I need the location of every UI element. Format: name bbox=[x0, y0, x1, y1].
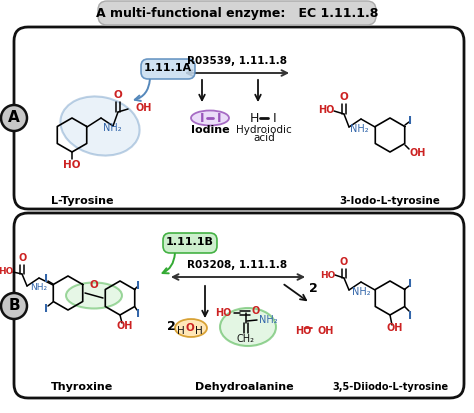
Text: I: I bbox=[44, 304, 48, 314]
Text: H: H bbox=[249, 112, 259, 124]
Text: HO: HO bbox=[63, 160, 81, 170]
Ellipse shape bbox=[66, 282, 122, 309]
Text: I: I bbox=[44, 274, 48, 284]
Text: acid: acid bbox=[253, 133, 275, 143]
Text: I: I bbox=[408, 116, 412, 126]
Text: Iodine: Iodine bbox=[191, 125, 229, 135]
Text: HO: HO bbox=[320, 271, 336, 280]
Text: NH₂: NH₂ bbox=[30, 283, 47, 292]
Text: I: I bbox=[200, 112, 204, 124]
Text: A multi-functional enzyme:   EC 1.11.1.8: A multi-functional enzyme: EC 1.11.1.8 bbox=[96, 7, 378, 19]
Text: O: O bbox=[186, 323, 194, 333]
Ellipse shape bbox=[175, 319, 207, 337]
Text: 3-Iodo-L-tyrosine: 3-Iodo-L-tyrosine bbox=[339, 196, 440, 206]
Text: I: I bbox=[217, 112, 221, 124]
Text: I: I bbox=[408, 279, 412, 289]
Text: O: O bbox=[252, 306, 260, 316]
Text: 2: 2 bbox=[309, 282, 318, 295]
Text: HO: HO bbox=[0, 266, 14, 275]
Text: Dehydroalanine: Dehydroalanine bbox=[195, 382, 293, 392]
Text: 3,5-Diiodo-L-tyrosine: 3,5-Diiodo-L-tyrosine bbox=[332, 382, 448, 392]
Circle shape bbox=[1, 293, 27, 319]
Text: O: O bbox=[19, 253, 27, 263]
Text: L-Tyrosine: L-Tyrosine bbox=[51, 196, 113, 206]
Text: OH: OH bbox=[387, 323, 403, 333]
Text: I: I bbox=[273, 112, 277, 124]
Text: R03208, 1.11.1.8: R03208, 1.11.1.8 bbox=[187, 260, 287, 270]
Text: O: O bbox=[340, 92, 348, 102]
Text: HO: HO bbox=[295, 326, 311, 336]
Text: 2: 2 bbox=[167, 320, 175, 332]
Text: 1.11.1A: 1.11.1A bbox=[144, 63, 192, 73]
Text: O: O bbox=[114, 90, 122, 100]
Ellipse shape bbox=[191, 111, 229, 126]
Text: O: O bbox=[90, 280, 99, 290]
Text: H: H bbox=[195, 326, 203, 336]
Text: H: H bbox=[177, 326, 185, 336]
Text: I: I bbox=[136, 281, 140, 291]
Text: HO: HO bbox=[216, 308, 232, 318]
Text: CH₂: CH₂ bbox=[237, 334, 255, 344]
Text: B: B bbox=[8, 299, 20, 313]
FancyBboxPatch shape bbox=[163, 233, 217, 253]
Circle shape bbox=[1, 105, 27, 131]
Text: NH₂: NH₂ bbox=[350, 124, 368, 134]
Text: OH: OH bbox=[318, 326, 334, 336]
Ellipse shape bbox=[60, 97, 139, 156]
Text: HO: HO bbox=[318, 105, 334, 115]
Text: Hydroiodic: Hydroiodic bbox=[236, 125, 292, 135]
FancyBboxPatch shape bbox=[141, 59, 195, 79]
FancyBboxPatch shape bbox=[14, 213, 464, 398]
Text: I: I bbox=[408, 311, 412, 321]
FancyBboxPatch shape bbox=[14, 27, 464, 209]
Text: I: I bbox=[136, 309, 140, 319]
Text: OH: OH bbox=[117, 321, 133, 331]
Text: NH₂: NH₂ bbox=[259, 315, 278, 325]
Text: O: O bbox=[340, 257, 348, 267]
Ellipse shape bbox=[220, 308, 276, 346]
FancyBboxPatch shape bbox=[98, 1, 376, 25]
Text: NH₂: NH₂ bbox=[103, 123, 122, 133]
Text: NH₂: NH₂ bbox=[352, 287, 370, 297]
Text: 1.11.1B: 1.11.1B bbox=[166, 237, 214, 247]
Text: OH: OH bbox=[410, 148, 427, 158]
Text: R03539, 1.11.1.8: R03539, 1.11.1.8 bbox=[187, 56, 287, 66]
Text: Thyroxine: Thyroxine bbox=[51, 382, 113, 392]
Text: OH: OH bbox=[136, 103, 152, 113]
Text: A: A bbox=[8, 111, 20, 126]
